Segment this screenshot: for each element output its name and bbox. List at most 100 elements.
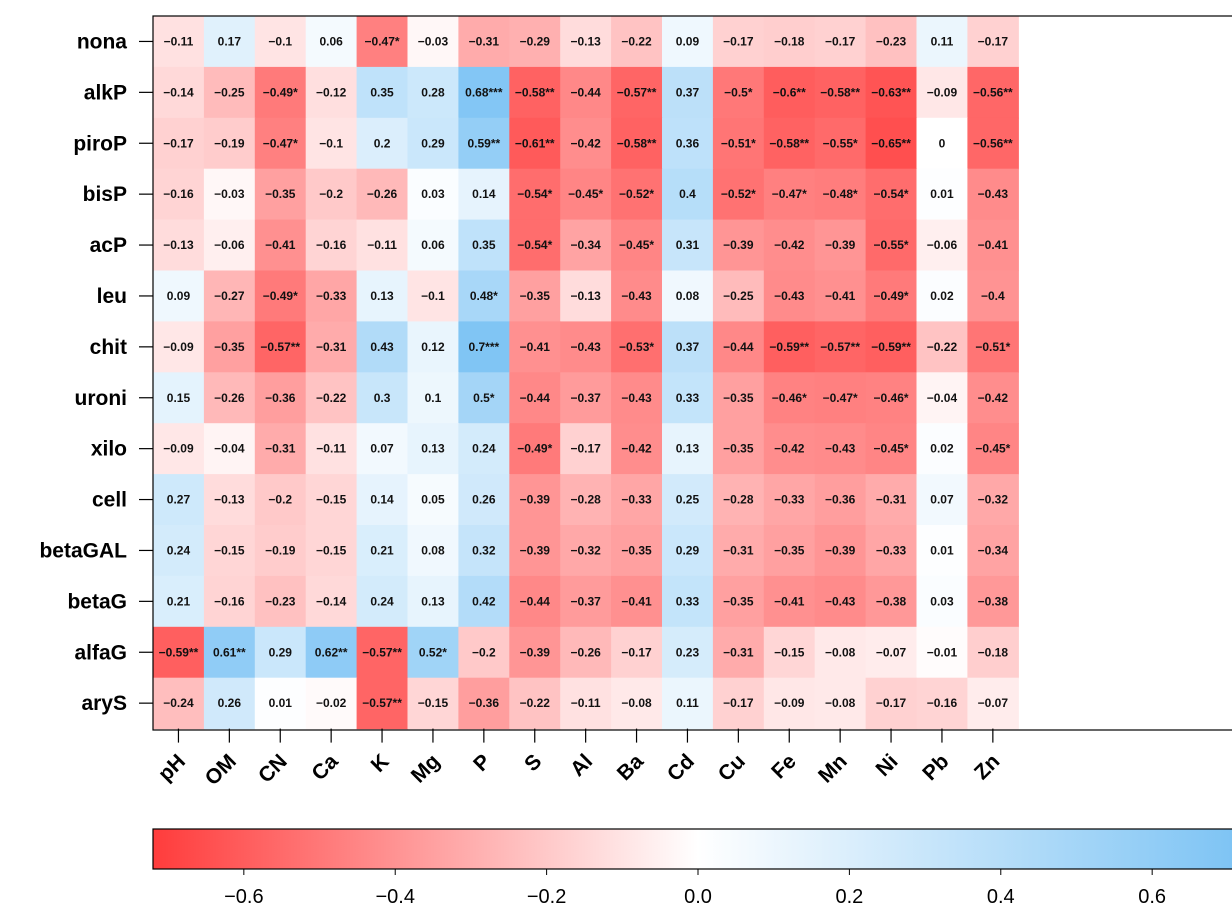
heatmap-cell xyxy=(458,168,510,221)
cell-value-label: −0.22 xyxy=(621,34,652,48)
cell-value-label: −0.08 xyxy=(825,696,856,710)
cell-value-label: 0.42 xyxy=(472,594,496,608)
cell-value-label: −0.36 xyxy=(825,493,856,507)
cell-value-label: −0.46* xyxy=(874,391,909,405)
cell-value-label: −0.15 xyxy=(774,645,805,659)
heatmap-cell xyxy=(254,219,307,272)
row-label: bisP xyxy=(83,183,127,206)
heatmap-cell xyxy=(509,219,561,272)
cell-value-label: 0.13 xyxy=(421,594,445,608)
heatmap-cell xyxy=(814,677,867,730)
cell-value-label: −0.38 xyxy=(876,594,907,608)
heatmap-cell xyxy=(254,575,307,628)
cell-value-label: −0.01 xyxy=(927,645,958,659)
cell-value-label: 0.36 xyxy=(676,136,700,150)
cell-value-label: 0.13 xyxy=(421,442,445,456)
heatmap-cell xyxy=(865,474,918,526)
cell-value-label: 0.48* xyxy=(470,289,498,303)
heatmap-cell xyxy=(662,474,714,526)
cell-value-label: −0.38 xyxy=(978,594,1009,608)
heatmap-cell xyxy=(560,575,612,628)
cell-value-label: −0.47* xyxy=(772,187,807,201)
cell-value-label: 0.24 xyxy=(167,543,191,557)
cell-value-label: −0.41 xyxy=(774,594,805,608)
cell-value-label: 0.13 xyxy=(370,289,394,303)
heatmap-cell xyxy=(560,474,612,526)
heatmap-cell xyxy=(611,168,663,221)
heatmap-cell xyxy=(967,16,1019,68)
cell-value-label: 0.61** xyxy=(213,645,246,659)
cell-value-label: −0.51* xyxy=(975,340,1010,354)
row-label: acP xyxy=(90,234,127,257)
cell-value-label: −0.31 xyxy=(265,442,296,456)
heatmap-cell xyxy=(662,270,714,322)
column-label: Ca xyxy=(307,750,342,785)
cell-value-label: −0.58** xyxy=(515,85,555,99)
cell-value-label: −0.09 xyxy=(163,442,194,456)
heatmap-cell xyxy=(458,525,510,577)
cell-value-label: −0.19 xyxy=(265,543,296,557)
heatmap-cell xyxy=(763,168,816,221)
heatmap-cell xyxy=(305,525,358,577)
colorbar-tick-label: 0.0 xyxy=(684,886,712,908)
cell-value-label: −0.18 xyxy=(978,645,1009,659)
heatmap-cell xyxy=(712,474,765,526)
heatmap-cell xyxy=(254,372,307,424)
heatmap-cell xyxy=(356,270,409,322)
cell-value-label: −0.15 xyxy=(214,543,245,557)
heatmap-cell xyxy=(611,474,663,526)
heatmap-cell xyxy=(712,372,765,424)
heatmap-cell xyxy=(407,575,459,628)
heatmap-cell xyxy=(763,372,816,424)
cell-value-label: −0.1 xyxy=(268,34,292,48)
heatmap-cell xyxy=(967,677,1019,730)
heatmap-cell xyxy=(254,270,307,322)
cell-value-label: −0.22 xyxy=(927,340,958,354)
cell-value-label: −0.35 xyxy=(621,543,652,557)
cell-value-label: −0.11 xyxy=(316,442,346,456)
cell-value-label: −0.13 xyxy=(163,238,194,252)
heatmap-cell xyxy=(763,677,816,730)
heatmap-cell xyxy=(560,321,612,373)
heatmap-cell xyxy=(407,474,459,526)
cell-value-label: 0.14 xyxy=(472,187,496,201)
heatmap-cell xyxy=(305,16,358,68)
cell-value-label: −0.58** xyxy=(769,136,809,150)
heatmap-cell xyxy=(865,16,918,68)
cell-value-label: 0.62** xyxy=(315,645,348,659)
heatmap-cell xyxy=(712,168,765,221)
heatmap-cell xyxy=(560,270,612,322)
heatmap-cell xyxy=(203,219,256,272)
heatmap-cell xyxy=(509,16,561,68)
cell-value-label: 0.21 xyxy=(167,594,191,608)
cell-value-label: −0.34 xyxy=(570,238,601,252)
cell-value-label: −0.57** xyxy=(260,340,300,354)
cell-value-label: −0.25 xyxy=(214,85,245,99)
cell-value-label: −0.45* xyxy=(568,187,603,201)
cell-value-label: 0.29 xyxy=(269,645,293,659)
cell-value-label: 0.52* xyxy=(419,645,447,659)
cell-value-label: −0.36 xyxy=(469,696,500,710)
cell-value-label: −0.17 xyxy=(621,645,652,659)
cell-value-label: −0.44 xyxy=(520,594,551,608)
heatmap-cell xyxy=(509,626,561,679)
cell-value-label: −0.54* xyxy=(874,187,909,201)
heatmap-cell xyxy=(865,321,918,373)
cell-value-label: −0.47* xyxy=(365,34,400,48)
row-label: betaGAL xyxy=(39,539,127,562)
heatmap-cell xyxy=(712,117,765,170)
cell-value-label: −0.55* xyxy=(823,136,858,150)
heatmap-cell xyxy=(153,66,205,119)
heatmap-cell xyxy=(814,321,867,373)
heatmap-cell xyxy=(509,423,561,475)
heatmap-cell xyxy=(712,16,765,68)
cell-value-label: 0.35 xyxy=(472,238,496,252)
cell-value-label: 0.11 xyxy=(676,696,699,710)
heatmap-cell xyxy=(305,117,358,170)
heatmap-cell xyxy=(407,423,459,475)
heatmap-cell xyxy=(407,525,459,577)
heatmap-cell xyxy=(814,16,867,68)
heatmap-cell xyxy=(509,372,561,424)
heatmap-cell xyxy=(203,66,256,119)
